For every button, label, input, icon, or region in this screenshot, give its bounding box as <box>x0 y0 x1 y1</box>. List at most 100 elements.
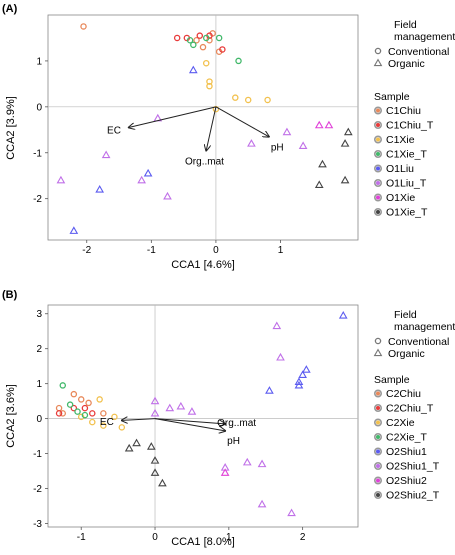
data-point-c1chiu-t <box>219 46 226 53</box>
data-point-o2shiu1 <box>294 377 304 386</box>
data-point-c1xie-t <box>186 37 194 44</box>
data-point-o1liu <box>95 184 105 193</box>
legend-field-title: management <box>394 31 455 43</box>
legend-sample-item: C1Xie_T <box>386 149 427 161</box>
data-point-c1xie <box>244 96 252 104</box>
y-tick-label: -1 <box>33 148 42 159</box>
panel-label-a: (A) <box>2 3 18 15</box>
data-point-c2chiu-t <box>55 410 63 417</box>
data-point-o1liu-t <box>101 150 111 159</box>
data-point-o2shiu1-t <box>187 407 197 415</box>
data-point-c2chiu-t <box>89 410 96 417</box>
data-point-o2shiu1-t <box>276 352 285 361</box>
data-point-o1xie <box>324 120 334 129</box>
data-point-o2shiu1-t <box>176 401 186 410</box>
legend-swatch-o2shiu1-t <box>376 464 380 468</box>
legend-swatch-o2shiu2 <box>376 478 380 483</box>
arrow-label: pH <box>227 436 240 447</box>
data-point-c1xie <box>202 59 210 67</box>
data-point-c2chiu <box>59 410 67 417</box>
legend-field-item: Organic <box>388 348 425 360</box>
data-point-o1xie-t <box>340 139 350 147</box>
arrow-label: pH <box>271 143 284 154</box>
data-point-o2shiu1 <box>298 370 307 379</box>
data-point-c2xie <box>118 424 126 431</box>
y-tick-label: -2 <box>33 194 42 205</box>
legend-swatch-c2chiu <box>376 391 380 396</box>
data-point-c1chiu <box>199 43 207 51</box>
data-point-c2xie <box>111 413 118 421</box>
y-tick-label: 3 <box>36 309 42 320</box>
x-tick-label: 0 <box>152 532 158 543</box>
data-point-o1liu-t <box>137 175 146 184</box>
data-point-c1xie <box>206 82 213 90</box>
arrow-ec <box>122 419 156 421</box>
data-point-c2xie-t <box>66 401 74 408</box>
legend-shape-organic <box>373 348 383 357</box>
legend-swatch-ring <box>373 418 382 427</box>
legend-swatch-ring <box>373 447 382 456</box>
y-tick-label: 1 <box>36 56 42 67</box>
data-point-o1liu-t <box>247 139 256 147</box>
legend-swatch-c2chiu-t <box>376 406 380 410</box>
arrow-label: EC <box>107 125 121 136</box>
legend-sample-item: O2Shiu2 <box>386 475 427 487</box>
panel-b: (B) -1 0 1 2 -3 -2 -1 0 1 2 3 EC Org..mat pH CCA1 [8… <box>2 289 455 548</box>
data-point-o1liu-t <box>163 191 172 200</box>
data-point-o1xie-t <box>343 127 353 136</box>
plot-frame-a <box>47 14 359 241</box>
data-point-o2shiu1 <box>265 386 274 394</box>
data-point-c2chiu <box>85 399 92 407</box>
legend-swatch-ring <box>373 432 382 441</box>
data-point-o2shiu1 <box>301 365 311 373</box>
legend-sample-item: O1Liu_T <box>386 178 427 190</box>
legend-sample-item: O2Shiu2_T <box>386 490 440 502</box>
legend-shape-conventional <box>374 47 382 55</box>
legend-sample-title: Sample <box>374 91 410 103</box>
legend-swatch-o2shiu2-t <box>376 493 380 497</box>
marks-b <box>55 310 348 517</box>
legend-sample-item: C2Chiu_T <box>386 403 434 415</box>
data-point-c2chiu-t <box>70 404 78 412</box>
data-point-c2xie-t <box>59 382 67 389</box>
legend-field-item: Organic <box>388 58 425 70</box>
legend-swatch-ring <box>373 476 382 485</box>
y-tick-label: -2 <box>33 484 42 495</box>
data-point-c1xie-t <box>235 57 242 65</box>
arrow-orgmat <box>154 418 225 424</box>
data-point-c2xie <box>96 396 103 403</box>
legend-sample-item: O1Xie <box>386 192 415 204</box>
data-point-o2shiu1-t <box>272 321 282 330</box>
legend-swatch-c1chiu <box>376 108 380 113</box>
legend-field-title: management <box>394 321 455 333</box>
data-point-o1liu-t <box>56 175 66 184</box>
data-point-o2shiu2-t <box>150 456 160 464</box>
legend-swatch-c1chiu-t <box>376 123 380 127</box>
data-point-o2shiu2-t <box>132 438 141 447</box>
arrow-label: Org..mat <box>185 156 224 167</box>
legend-swatch-c2xie-t <box>376 435 380 439</box>
data-point-o2shiu1-t <box>150 396 160 405</box>
data-point-o2shiu1-t <box>165 403 175 412</box>
y-tick-label: 0 <box>36 414 42 425</box>
data-point-o1liu <box>143 168 153 177</box>
legend-shape-conventional <box>374 337 382 345</box>
data-point-c1chiu-t <box>173 34 181 42</box>
x-tick-label: -1 <box>77 532 86 543</box>
data-point-c2xie <box>89 418 96 426</box>
legend-swatch-o1xie-t <box>376 210 380 214</box>
x-axis-label-b: CCA1 [8.0%] <box>171 536 235 548</box>
x-tick-label: 1 <box>226 532 232 543</box>
data-point-o2shiu1 <box>338 310 348 319</box>
data-point-o2shiu2-t <box>150 468 160 476</box>
arrow-label: EC <box>100 417 114 428</box>
legend-swatch-o1xie <box>376 195 380 200</box>
x-axis-label-a: CCA1 [4.6%] <box>171 259 235 271</box>
arrow-label: Org..mat <box>217 418 256 429</box>
data-point-o1liu-t <box>298 141 308 149</box>
data-point-o2shiu1-t <box>242 457 252 466</box>
data-point-o2shiu1-t <box>257 499 267 508</box>
y-tick-label: 2 <box>36 344 42 355</box>
